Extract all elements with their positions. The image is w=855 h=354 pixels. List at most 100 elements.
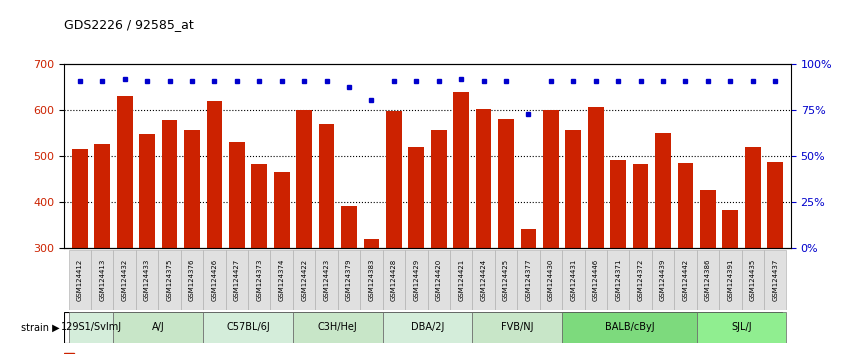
Text: GSM124432: GSM124432 bbox=[121, 258, 127, 301]
Bar bbox=[428, 250, 450, 310]
Bar bbox=[94, 144, 110, 248]
Bar bbox=[360, 250, 383, 310]
Text: BALB/cByJ: BALB/cByJ bbox=[604, 322, 654, 332]
Text: GSM124431: GSM124431 bbox=[570, 258, 576, 301]
Bar bbox=[274, 172, 290, 248]
Text: C3H/HeJ: C3H/HeJ bbox=[318, 322, 357, 332]
Bar bbox=[675, 250, 697, 310]
Text: GSM124375: GSM124375 bbox=[167, 258, 173, 301]
Text: GSM124413: GSM124413 bbox=[99, 258, 105, 301]
Bar bbox=[68, 312, 114, 343]
Bar bbox=[383, 250, 405, 310]
Bar bbox=[203, 312, 293, 343]
Text: GSM124420: GSM124420 bbox=[436, 258, 442, 301]
Bar bbox=[475, 109, 492, 248]
Bar bbox=[562, 312, 697, 343]
Bar bbox=[431, 130, 446, 248]
Bar bbox=[543, 110, 558, 248]
Bar bbox=[293, 312, 383, 343]
Bar bbox=[139, 134, 155, 248]
Text: GSM124424: GSM124424 bbox=[481, 259, 486, 301]
Text: GSM124435: GSM124435 bbox=[750, 258, 756, 301]
Text: GSM124376: GSM124376 bbox=[189, 258, 195, 301]
Text: GSM124425: GSM124425 bbox=[503, 259, 509, 301]
Bar bbox=[633, 164, 648, 248]
Bar bbox=[383, 312, 472, 343]
Text: GSM124422: GSM124422 bbox=[301, 259, 307, 301]
Text: GSM124428: GSM124428 bbox=[391, 258, 397, 301]
Text: GSM124429: GSM124429 bbox=[413, 258, 419, 301]
Bar bbox=[722, 210, 738, 248]
Bar bbox=[117, 96, 133, 248]
Bar bbox=[745, 147, 761, 248]
Bar bbox=[767, 162, 783, 248]
Bar bbox=[293, 250, 315, 310]
Bar bbox=[678, 163, 693, 248]
Text: GSM124437: GSM124437 bbox=[772, 258, 778, 301]
Bar bbox=[652, 250, 675, 310]
Text: GSM124427: GSM124427 bbox=[233, 258, 240, 301]
Bar bbox=[72, 149, 88, 248]
Bar bbox=[136, 250, 158, 310]
Bar bbox=[341, 206, 357, 248]
Text: GSM124377: GSM124377 bbox=[526, 258, 532, 301]
Text: GSM124383: GSM124383 bbox=[369, 258, 374, 301]
Bar bbox=[655, 133, 671, 248]
Bar bbox=[226, 250, 248, 310]
Text: 129S1/SvImJ: 129S1/SvImJ bbox=[61, 322, 121, 332]
Bar bbox=[91, 250, 114, 310]
Bar bbox=[207, 101, 222, 248]
Text: C57BL/6J: C57BL/6J bbox=[227, 322, 270, 332]
Bar bbox=[315, 250, 338, 310]
Text: GSM124433: GSM124433 bbox=[144, 258, 150, 301]
Text: GSM124421: GSM124421 bbox=[458, 258, 464, 301]
Bar bbox=[409, 147, 424, 248]
Bar bbox=[114, 312, 203, 343]
Text: GSM124386: GSM124386 bbox=[705, 258, 711, 301]
Bar bbox=[270, 250, 293, 310]
Bar bbox=[297, 110, 312, 248]
Bar bbox=[629, 250, 652, 310]
Bar bbox=[700, 190, 716, 248]
Text: GSM124430: GSM124430 bbox=[548, 258, 554, 301]
Text: GSM124374: GSM124374 bbox=[279, 258, 285, 301]
Bar bbox=[610, 160, 626, 248]
Bar bbox=[453, 92, 469, 248]
Text: GDS2226 / 92585_at: GDS2226 / 92585_at bbox=[64, 18, 194, 31]
Bar bbox=[203, 250, 226, 310]
Bar bbox=[588, 107, 604, 248]
Bar bbox=[562, 250, 585, 310]
Bar bbox=[229, 142, 245, 248]
Text: GSM124446: GSM124446 bbox=[593, 258, 598, 301]
Bar bbox=[450, 250, 472, 310]
Bar bbox=[565, 130, 581, 248]
Bar bbox=[521, 229, 536, 248]
Bar bbox=[495, 250, 517, 310]
Text: strain ▶: strain ▶ bbox=[21, 322, 60, 332]
Bar bbox=[319, 124, 334, 248]
Bar bbox=[540, 250, 562, 310]
Text: GSM124372: GSM124372 bbox=[638, 258, 644, 301]
Bar bbox=[338, 250, 360, 310]
Text: DBA/2J: DBA/2J bbox=[410, 322, 445, 332]
Bar bbox=[114, 250, 136, 310]
Bar bbox=[184, 130, 200, 248]
Bar bbox=[585, 250, 607, 310]
Bar bbox=[251, 164, 267, 248]
Bar bbox=[68, 250, 91, 310]
Bar bbox=[607, 250, 629, 310]
Bar bbox=[248, 250, 270, 310]
Bar bbox=[405, 250, 428, 310]
Text: FVB/NJ: FVB/NJ bbox=[501, 322, 534, 332]
Text: GSM124439: GSM124439 bbox=[660, 258, 666, 301]
Bar bbox=[697, 250, 719, 310]
Text: GSM124379: GSM124379 bbox=[346, 258, 352, 301]
Text: GSM124412: GSM124412 bbox=[77, 258, 83, 301]
Bar bbox=[64, 353, 74, 354]
Text: GSM124423: GSM124423 bbox=[323, 258, 329, 301]
Text: GSM124371: GSM124371 bbox=[615, 258, 622, 301]
Bar bbox=[386, 111, 402, 248]
Text: GSM124373: GSM124373 bbox=[256, 258, 262, 301]
Text: GSM124426: GSM124426 bbox=[211, 258, 217, 301]
Text: SJL/J: SJL/J bbox=[731, 322, 752, 332]
